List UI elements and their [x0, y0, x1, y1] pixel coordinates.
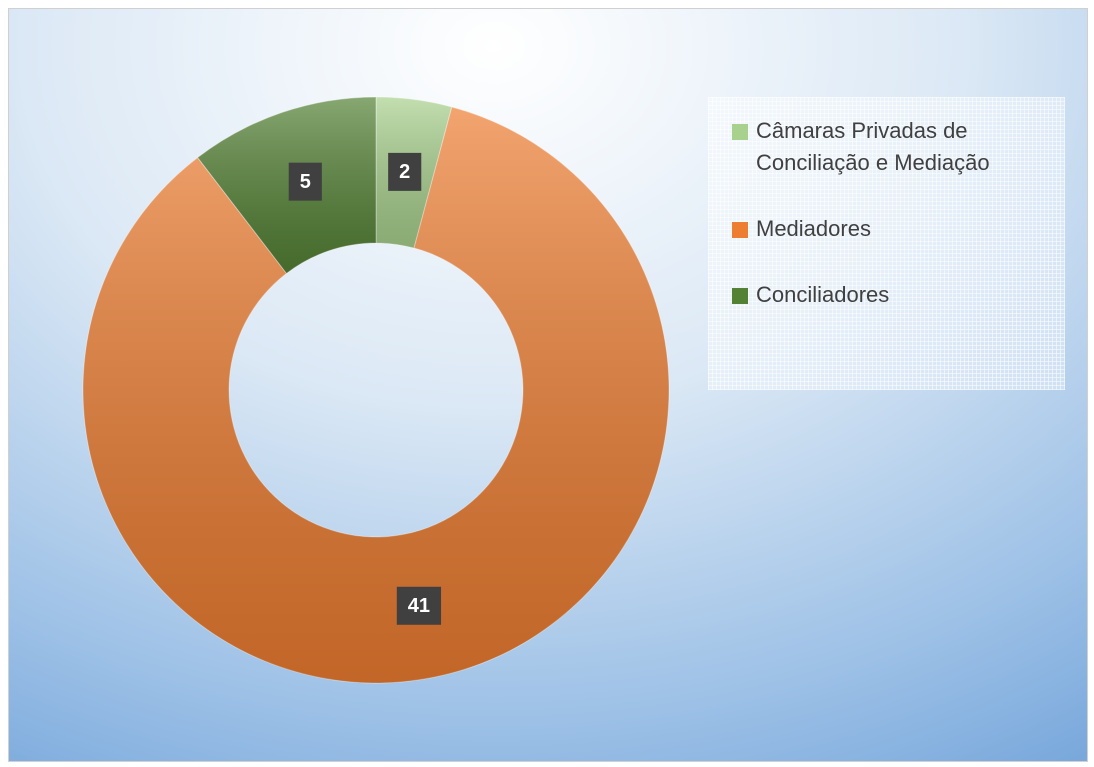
data-label-text: 5 [300, 171, 311, 193]
data-label-box [396, 586, 442, 625]
data-label-text: 2 [399, 161, 410, 183]
legend-swatch [732, 288, 748, 304]
legend-item: Câmaras Privadas de Conciliação e Mediaç… [732, 115, 1056, 179]
legend-item: Mediadores [732, 213, 1056, 245]
data-label: 2 [388, 152, 422, 191]
legend-swatch [732, 222, 748, 238]
legend-label: Conciliadores [756, 282, 890, 307]
data-label-text: 41 [408, 595, 430, 617]
legend-item: Conciliadores [732, 279, 1056, 311]
legend-swatch [732, 124, 748, 140]
legend: Câmaras Privadas de Conciliação e Mediaç… [708, 97, 1065, 390]
data-label: 41 [396, 586, 442, 625]
legend-label: Mediadores [756, 216, 871, 241]
data-label: 5 [288, 162, 322, 201]
data-label-box [288, 162, 322, 201]
legend-label: Câmaras Privadas de Conciliação e Mediaç… [756, 118, 990, 175]
